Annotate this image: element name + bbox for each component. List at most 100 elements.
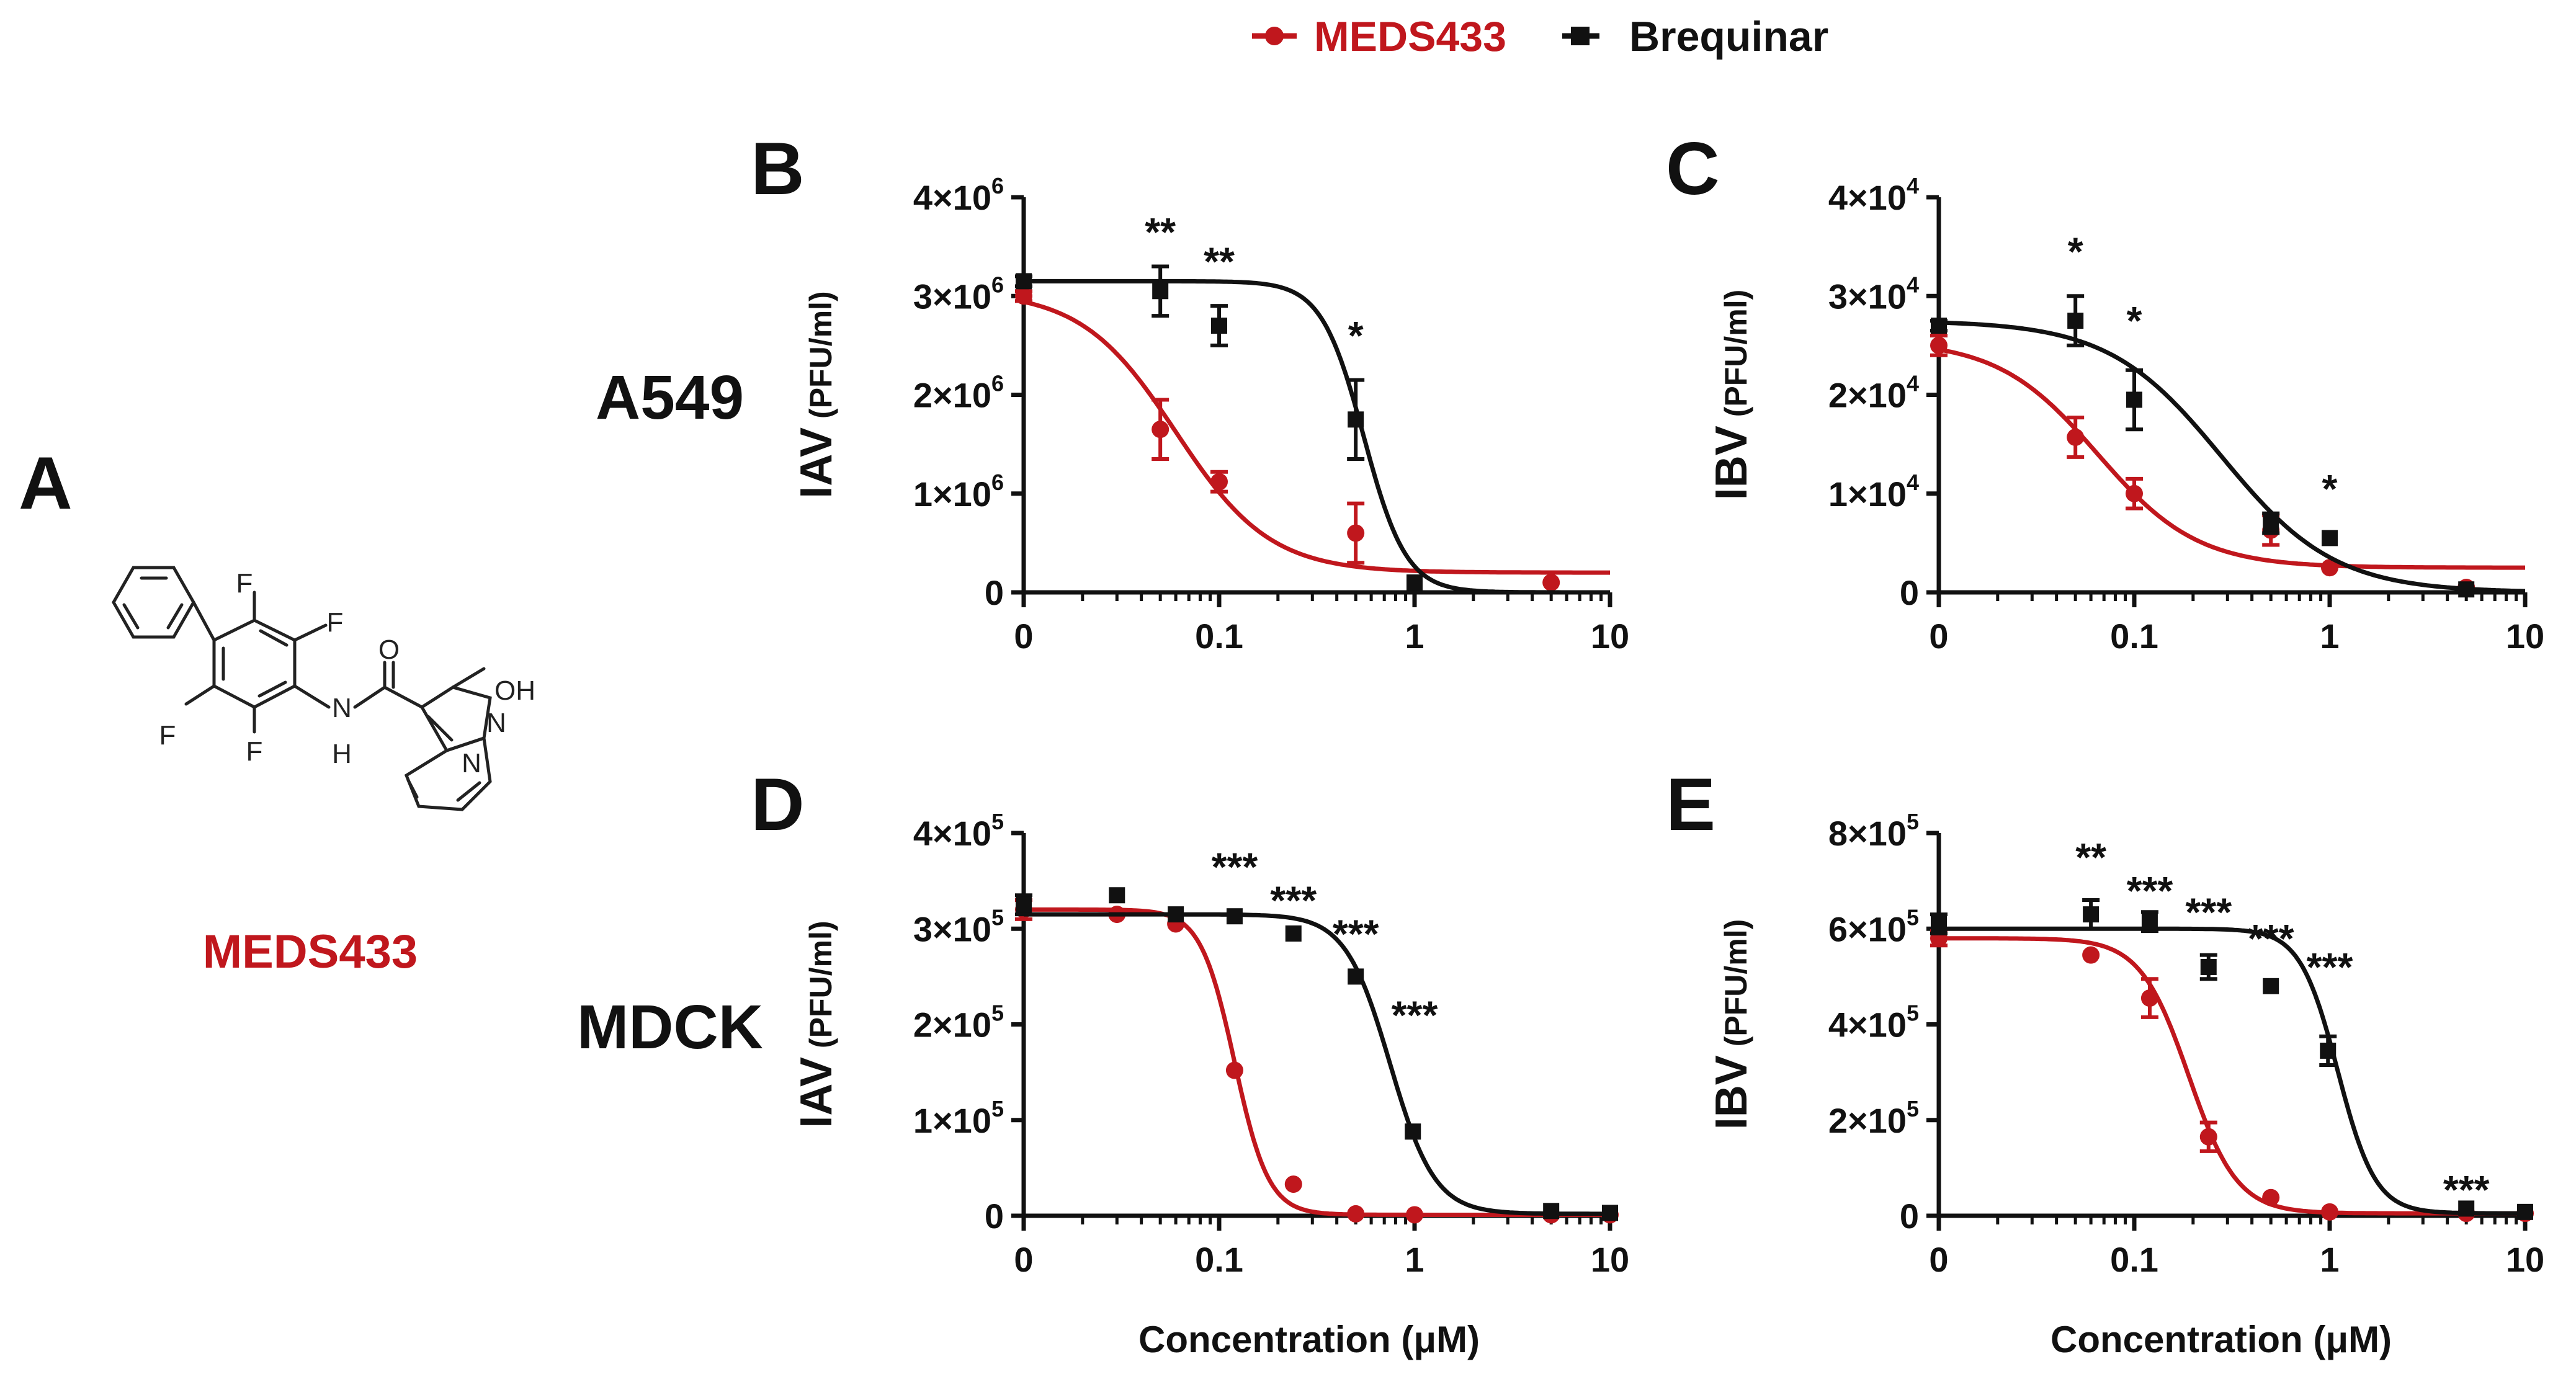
significance-mark: *** (2307, 945, 2353, 989)
panel-letter: B (751, 127, 805, 210)
bond-n-amide (293, 684, 331, 709)
data-point-meds433 (1406, 1206, 1423, 1224)
data-point-brequinar (2126, 391, 2142, 408)
atom-f: F (246, 736, 263, 767)
y-axis-title: IBV (PFU/ml) (1707, 919, 1756, 1130)
x-tick-label: 10 (1591, 617, 1629, 656)
x-tick-label: 10 (2506, 617, 2544, 656)
y-tick-label: 2×106 (913, 371, 1004, 415)
data-point-brequinar (2322, 530, 2338, 546)
y-axis-title-virus: IBV (1707, 1055, 1756, 1130)
y-axis-title-virus: IBV (1707, 426, 1756, 500)
data-point-brequinar (1931, 318, 1947, 334)
phenyl-double-bond (122, 603, 140, 630)
data-point-brequinar (2200, 958, 2217, 975)
data-point-meds433 (1225, 1061, 1243, 1079)
significance-mark: ** (1204, 239, 1235, 284)
data-point-brequinar (1226, 908, 1243, 925)
y-tick-label-exponent: 5 (1907, 809, 1919, 834)
significance-mark: * (1348, 313, 1364, 358)
data-point-brequinar (1348, 968, 1364, 985)
y-tick-label: 0 (985, 573, 1004, 612)
data-point-brequinar (1602, 1205, 1618, 1221)
row-label-a549: A549 (596, 363, 744, 432)
tetrafluorophenyl-ring (212, 618, 297, 709)
data-point-meds433 (1284, 1175, 1302, 1193)
panel-a-letter: A (19, 442, 73, 525)
bond-amide-c (353, 685, 387, 709)
row-label-mdck: MDCK (577, 992, 763, 1062)
data-point-meds433 (2067, 428, 2085, 446)
fit-curve-meds433 (1938, 347, 2525, 570)
compound-name: MEDS433 (203, 925, 418, 978)
ring-double-bond (257, 680, 287, 698)
x-tick-label: 0.1 (2110, 1240, 2158, 1279)
y-tick-label: 0 (1900, 1197, 1919, 1236)
y-tick-label-base: 3×10 (913, 909, 991, 948)
y-tick-label: 0 (1900, 573, 1919, 612)
data-point-brequinar (2320, 1042, 2337, 1059)
y-tick-label-exponent: 5 (991, 904, 1004, 930)
y-tick-label: 2×105 (1828, 1096, 1919, 1140)
y-axis-title: IAV (PFU/ml) (792, 921, 841, 1128)
y-tick-label: 4×105 (913, 809, 1004, 853)
significance-mark: *** (2185, 890, 2232, 935)
x-tick-label: 1 (2320, 617, 2339, 656)
fit-curve-meds433 (1023, 300, 1610, 575)
atom-f: F (236, 568, 253, 599)
y-tick-label: 8×105 (1828, 809, 1919, 853)
x-tick-label: 0.1 (1195, 1240, 1243, 1279)
data-point-brequinar (1348, 411, 1364, 428)
y-tick-label: 3×104 (1828, 272, 1919, 316)
y-tick-label-base: 3×10 (1828, 277, 1907, 316)
y-tick-label-exponent: 6 (991, 470, 1004, 495)
data-point-meds433 (2199, 1128, 2217, 1146)
y-tick-label-base: 2×10 (913, 376, 991, 415)
data-point-brequinar (1016, 896, 1032, 913)
data-point-meds433 (1152, 421, 1169, 439)
chemical-structure-drawing (112, 566, 492, 811)
y-tick-label-exponent: 6 (991, 272, 1004, 297)
y-tick-label-base: 1×10 (1828, 475, 1907, 514)
atom-n: N (462, 748, 481, 778)
fit-curve-brequinar (1024, 912, 1610, 1216)
legend: MEDS433 Brequinar (1252, 13, 1828, 60)
atom-n: N (486, 708, 506, 738)
y-tick-label: 6×105 (1828, 904, 1919, 948)
y-tick-label: 4×105 (1828, 1001, 1919, 1045)
data-point-brequinar (1152, 283, 1169, 300)
legend-label-meds433: MEDS433 (1314, 13, 1506, 60)
y-tick-label-base: 4×10 (913, 814, 991, 853)
legend-marker-brequinar (1571, 27, 1590, 45)
data-point-brequinar (2263, 515, 2279, 532)
y-tick-label: 3×106 (913, 272, 1004, 316)
x-tick-label: 0 (1014, 617, 1033, 656)
panel-letter: E (1666, 763, 1715, 846)
data-point-meds433 (2140, 989, 2158, 1007)
y-tick-label-base: 2×10 (1828, 1101, 1907, 1140)
significance-mark: ** (1145, 210, 1176, 254)
data-point-meds433 (2321, 559, 2338, 577)
bond-f2 (293, 623, 328, 642)
y-tick-label-exponent: 6 (991, 371, 1004, 396)
y-tick-label-exponent: 5 (1907, 1001, 1919, 1026)
x-axis-title-e: Concentration (μM) (2051, 1319, 2392, 1360)
data-point-meds433 (1015, 287, 1032, 305)
panel-letter: C (1666, 127, 1720, 210)
data-point-brequinar (1931, 916, 1947, 932)
data-point-meds433 (2321, 1203, 2338, 1221)
y-tick-label: 3×105 (913, 904, 1004, 948)
atom-oh: OH (494, 675, 535, 706)
data-point-meds433 (2082, 946, 2100, 964)
y-tick-label-base: 0 (1900, 1197, 1919, 1236)
atom-o: O (378, 635, 400, 665)
y-tick-label: 2×105 (913, 1001, 1004, 1045)
y-tick-label-exponent: 5 (991, 809, 1004, 834)
data-point-brequinar (1168, 906, 1184, 923)
x-axis-title-d: Concentration (μM) (1138, 1319, 1480, 1360)
y-tick-label-base: 3×10 (913, 277, 991, 316)
atom-f: F (327, 607, 344, 638)
phenyl-double-bond (166, 603, 184, 630)
